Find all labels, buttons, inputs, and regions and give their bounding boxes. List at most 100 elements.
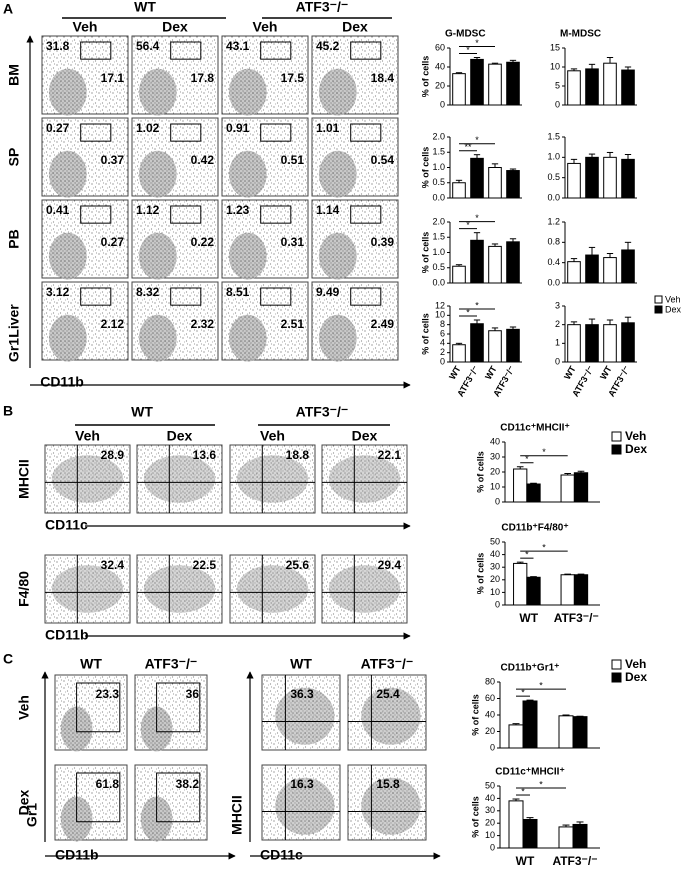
x-axis-label: CD11b: [45, 627, 89, 643]
y-tick-label: 40: [490, 549, 500, 559]
bar: [506, 170, 520, 199]
cell-population: [361, 687, 421, 745]
y-tick-label: 0.5: [432, 177, 445, 187]
column-label: WT: [80, 656, 102, 672]
bar: [506, 241, 520, 284]
y-axis-label: MHCII: [16, 459, 32, 499]
column-label: Veh: [73, 19, 98, 35]
y-tick-label: 30: [490, 562, 500, 572]
gate: [260, 287, 292, 306]
y-tick-label: 0: [440, 99, 445, 109]
gate-value: 36.3: [290, 687, 314, 701]
bar: [522, 700, 538, 749]
row-label: Dex: [16, 789, 32, 815]
cell-population: [361, 777, 421, 835]
cell-population: [138, 68, 177, 116]
gate-value: 13.6: [193, 448, 217, 462]
bar: [513, 562, 528, 606]
y-tick-label: 60: [485, 693, 495, 703]
gate-value: 2.32: [191, 317, 215, 331]
cell-population: [51, 565, 124, 613]
y-axis-label: % of cells: [420, 313, 430, 355]
y-axis-label: Gr1: [24, 803, 40, 827]
bar: [585, 68, 599, 106]
gate-value: 0.22: [191, 235, 215, 249]
gate: [170, 205, 202, 224]
cell-population: [328, 565, 401, 613]
cell-population: [48, 314, 87, 362]
gate: [170, 41, 202, 60]
gate-value: 2.49: [371, 317, 395, 331]
panel-label: A: [3, 1, 13, 17]
y-tick-label: 0: [490, 842, 495, 852]
bar: [585, 324, 599, 363]
y-tick-label: 0: [555, 99, 560, 109]
significance-label: *: [521, 786, 525, 796]
column-label: ATF3⁻/⁻: [145, 656, 198, 672]
gate-value: 0.51: [281, 153, 305, 167]
bar: [567, 261, 581, 284]
bar: [508, 800, 524, 849]
bar: [603, 156, 617, 199]
y-axis-label: % of cells: [470, 796, 480, 838]
significance-label: *: [542, 447, 546, 457]
gate-value: 45.2: [316, 39, 340, 53]
bar: [560, 474, 575, 503]
significance-label: *: [525, 454, 529, 464]
gate-value: 17.5: [281, 71, 305, 85]
legend-label: Dex: [625, 442, 647, 456]
y-tick-label: 2.0: [432, 131, 445, 141]
y-tick-label: 10: [485, 830, 495, 840]
y-tick-label: 0.0: [432, 277, 445, 287]
y-axis-label: % of cells: [420, 232, 430, 274]
gate: [80, 123, 112, 142]
bar: [526, 483, 541, 503]
bar: [621, 158, 635, 199]
y-tick-label: 10: [490, 481, 500, 491]
column-label: Dex: [167, 428, 193, 444]
gate: [350, 123, 382, 142]
gate-value: 18.8: [286, 448, 310, 462]
gate-value: 25.4: [376, 687, 400, 701]
bar: [585, 254, 599, 284]
gate-value: 38.2: [176, 777, 200, 791]
gate-value: 22.1: [378, 448, 402, 462]
column-label: Veh: [253, 19, 278, 35]
gate-value: 29.4: [378, 558, 402, 572]
gate: [80, 205, 112, 224]
y-tick-label: 20: [490, 574, 500, 584]
gate-value: 31.8: [46, 39, 70, 53]
bar: [621, 249, 635, 284]
gate-value: 1.12: [136, 203, 160, 217]
gate-value: 16.3: [290, 777, 314, 791]
y-tick-label: 1: [555, 338, 560, 348]
gate-value: 1.14: [316, 203, 340, 217]
bar: [513, 468, 528, 503]
cell-population: [228, 150, 267, 198]
bar: [567, 324, 581, 363]
row-label: SP: [6, 148, 22, 167]
y-tick-label: 20: [485, 818, 495, 828]
bar: [560, 574, 575, 606]
significance-label: *: [466, 307, 470, 317]
bar: [558, 826, 574, 849]
gate-value: 0.42: [191, 153, 215, 167]
y-axis-label: F4/80: [16, 571, 32, 607]
gate-value: 25.6: [286, 558, 310, 572]
group-label: WT: [134, 0, 156, 15]
legend-label: Dex: [665, 304, 682, 314]
y-tick-label: 5: [555, 80, 560, 90]
x-axis-label: CD11b: [55, 847, 99, 863]
y-axis-label: Gr1: [6, 338, 22, 362]
bar: [506, 61, 520, 106]
y-tick-label: 1.0: [547, 152, 560, 162]
gate: [260, 205, 292, 224]
bar: [603, 257, 617, 284]
gate-value: 18.4: [371, 71, 395, 85]
gate-value: 28.9: [101, 448, 125, 462]
gate: [80, 287, 112, 306]
cell-population: [318, 150, 357, 198]
column-label: Dex: [342, 19, 368, 35]
y-tick-label: 1.2: [547, 216, 560, 226]
legend-swatch: [611, 444, 622, 455]
